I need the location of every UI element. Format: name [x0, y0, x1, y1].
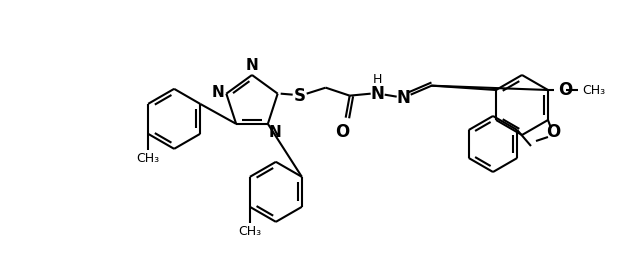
Text: N: N	[269, 125, 282, 140]
Text: O: O	[335, 123, 350, 141]
Text: O: O	[558, 81, 572, 99]
Text: CH₃: CH₃	[136, 152, 160, 165]
Text: S: S	[294, 87, 306, 105]
Text: H: H	[373, 73, 382, 86]
Text: O: O	[546, 123, 560, 141]
Text: CH₃: CH₃	[238, 225, 262, 238]
Text: N: N	[371, 85, 385, 103]
Text: N: N	[212, 85, 225, 100]
Text: CH₃: CH₃	[582, 83, 605, 96]
Text: N: N	[246, 58, 259, 73]
Text: N: N	[397, 89, 411, 107]
